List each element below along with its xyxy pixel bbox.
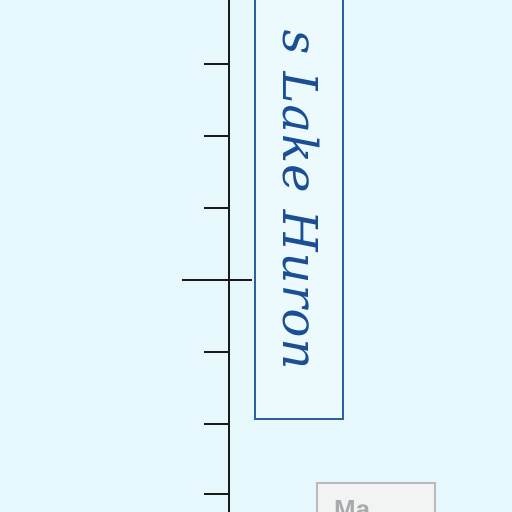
inset-label: Ma [334, 494, 371, 512]
lake-huron-label: s Lake Huron [271, 29, 327, 371]
lake-huron-label-box: s Lake Huron [254, 0, 344, 420]
inset-label-box: Ma [316, 482, 436, 512]
